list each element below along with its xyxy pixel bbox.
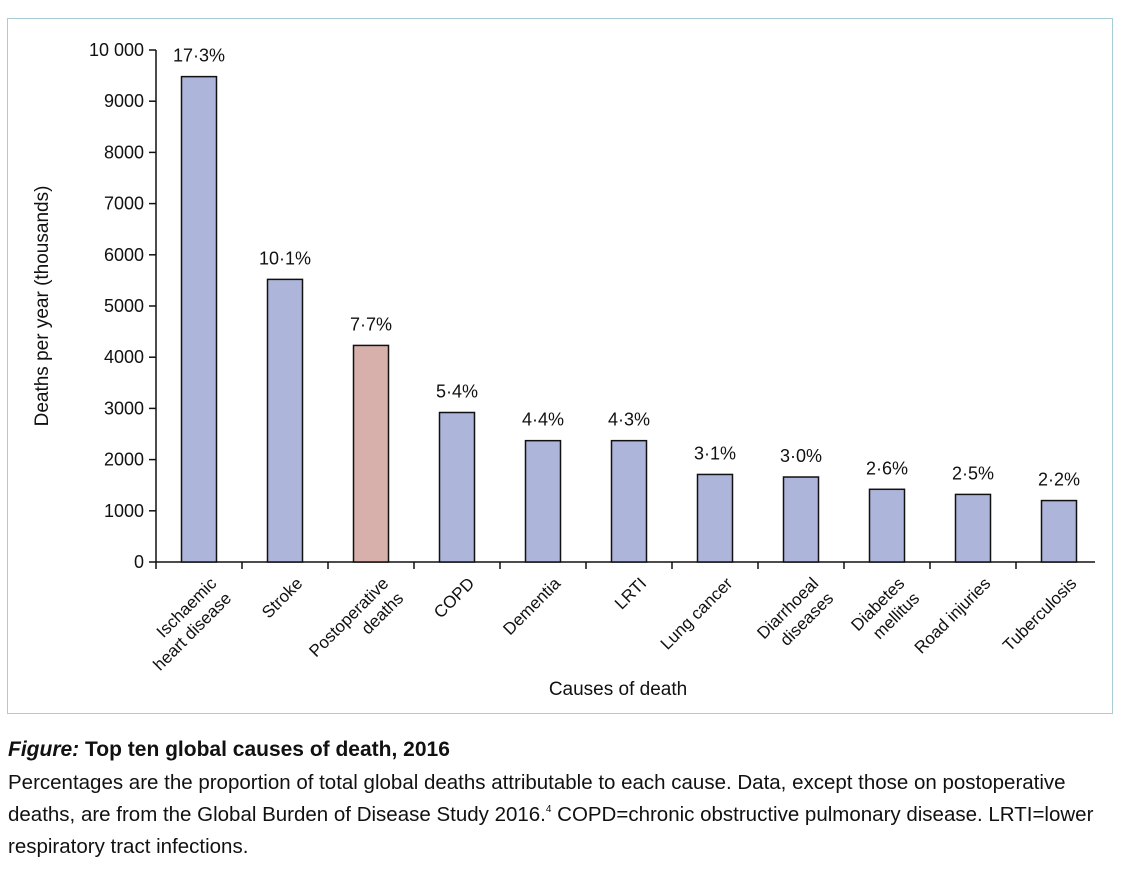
y-tick-label: 4000 xyxy=(104,347,144,367)
category-label: COPD xyxy=(430,574,478,622)
y-tick-label: 7000 xyxy=(104,194,144,214)
data-label: 7·7% xyxy=(350,314,392,334)
category-label: Stroke xyxy=(258,574,306,622)
caption-title-line: Figure: Top ten global causes of death, … xyxy=(8,736,1118,764)
bar xyxy=(180,75,218,563)
category-label-line: LRTI xyxy=(611,574,650,613)
y-tick-label: 0 xyxy=(134,552,144,572)
category-label-line: Dementia xyxy=(499,573,564,638)
bar xyxy=(954,493,992,563)
category-label-line: Lung cancer xyxy=(657,574,737,654)
y-tick-label: 10 000 xyxy=(89,40,144,60)
bar xyxy=(610,439,648,563)
y-tick-label: 8000 xyxy=(104,142,144,162)
bar xyxy=(1040,499,1078,563)
category-label: Dementia xyxy=(499,573,564,638)
category-label: Ischaemicheart disease xyxy=(135,574,236,675)
x-axis-label: Causes of death xyxy=(549,679,687,700)
y-axis-label: Deaths per year (thousands) xyxy=(32,186,53,427)
chart-frame: Deaths per year (thousands) Causes of de… xyxy=(7,18,1113,714)
category-label-line: COPD xyxy=(430,574,478,622)
category-label-line: Road injuries xyxy=(911,574,995,658)
category-label: Road injuries xyxy=(911,574,995,658)
category-label: Tuberculosis xyxy=(999,574,1080,655)
category-label: Diarrhoealdiseases xyxy=(753,574,837,658)
y-tick-label: 2000 xyxy=(104,450,144,470)
figure-title: Top ten global causes of death, 2016 xyxy=(79,738,450,761)
bar xyxy=(352,344,390,563)
figure-label: Figure: xyxy=(8,738,80,761)
bar xyxy=(696,473,734,563)
bar-chart: Deaths per year (thousands) Causes of de… xyxy=(32,40,1095,700)
caption-text-2: COPD=chronic obstructive pulmonary disea… xyxy=(8,803,1094,858)
caption-text-1: Percentages are the proportion of total … xyxy=(8,771,1066,826)
data-label: 17·3% xyxy=(173,46,225,66)
data-label: 2·5% xyxy=(952,463,994,483)
bar xyxy=(868,488,906,563)
category-label: Postoperativedeaths xyxy=(305,574,407,676)
data-label: 3·0% xyxy=(780,446,822,466)
bar xyxy=(524,439,562,563)
category-label-line: Stroke xyxy=(258,574,306,622)
y-tick-label: 3000 xyxy=(104,398,144,418)
data-label: 3·1% xyxy=(694,443,736,463)
category-label: LRTI xyxy=(611,574,650,613)
bar xyxy=(438,411,476,563)
category-label-line: Tuberculosis xyxy=(999,574,1080,655)
data-label: 4·3% xyxy=(608,410,650,430)
bar xyxy=(782,476,820,563)
y-tick-label: 5000 xyxy=(104,296,144,316)
data-label: 4·4% xyxy=(522,410,564,430)
reference-number: 4 xyxy=(545,804,552,815)
figure-caption: Figure: Top ten global causes of death, … xyxy=(8,736,1118,863)
category-label: Lung cancer xyxy=(657,574,737,654)
data-label: 5·4% xyxy=(436,381,478,401)
data-label: 10·1% xyxy=(259,248,311,268)
data-label: 2·6% xyxy=(866,458,908,478)
caption-body: Percentages are the proportion of total … xyxy=(8,767,1118,863)
category-label: Diabetesmellitus xyxy=(847,574,923,650)
y-tick-label: 1000 xyxy=(104,501,144,521)
data-label: 2·2% xyxy=(1038,470,1080,490)
y-tick-label: 9000 xyxy=(104,91,144,111)
bar xyxy=(266,278,304,563)
y-tick-label: 6000 xyxy=(104,245,144,265)
